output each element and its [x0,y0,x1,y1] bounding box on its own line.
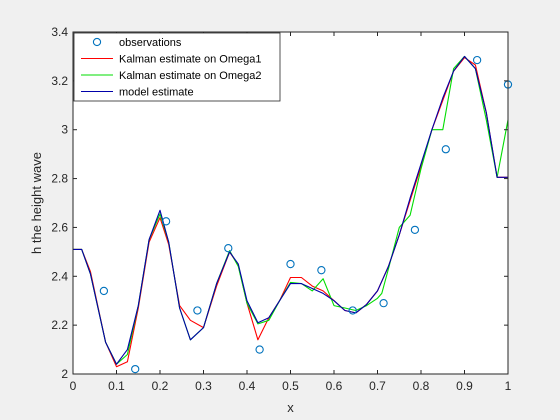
x-tick-label: 1 [505,379,512,393]
y-axis-label: h the height wave [29,152,44,254]
observation-point [255,345,264,354]
x-tick-label: 0.1 [108,379,125,393]
x-tick-label: 0 [70,379,77,393]
observation-point [99,286,109,296]
y-tick-label: 2.4 [51,269,68,283]
legend-swatch-observations [92,37,102,47]
legend-box [73,32,281,102]
x-tick-label: 0.3 [195,379,212,393]
x-axis-ticks: 0 0.1 0.2 0.3 0.4 0.5 0.6 0.7 0.8 0.9 1 [70,32,512,393]
x-axis-label: x [287,400,294,415]
x-tick-label: 0.4 [239,379,256,393]
observation-point [410,225,420,235]
observation-point [317,266,326,275]
y-tick-label: 2.8 [51,172,68,186]
observation-point [131,364,140,374]
observation-point [379,299,388,308]
legend-label-kalman-estimate-on-omega1: Kalman estimate on Omega1 [119,54,261,66]
x-tick-label: 0.9 [456,379,473,393]
legend-label-kalman-estimate-on-omega2: Kalman estimate on Omega2 [119,70,261,82]
observation-point [193,306,202,315]
observation-point [472,55,482,65]
y-tick-label: 3.2 [51,74,68,88]
x-tick-label: 0.8 [413,379,430,393]
series-lines [73,55,509,368]
series-line-model-estimate [73,55,508,365]
y-tick-label: 3 [61,123,68,137]
y-axis-ticks: 2 2.2 2.4 2.6 2.8 3 3.2 3.4 [51,25,508,381]
x-tick-label: 0.2 [152,379,169,393]
y-tick-label: 3.4 [51,25,68,39]
x-tick-label: 0.7 [369,379,386,393]
y-tick-label: 2 [61,367,68,381]
observation-point [224,244,233,253]
observation-point [161,217,171,226]
legend: observations Kalman estimate on Omega1 Kal… [73,32,281,102]
observation-point [348,306,357,315]
legend-label-model-estimate: model estimate [119,87,194,99]
y-tick-label: 2.6 [51,220,68,234]
y-tick-label: 2.2 [51,318,68,332]
observation-point [286,259,295,269]
legend-label-observations: observations [119,37,182,49]
observation-point [441,145,450,154]
x-tick-label: 0.5 [282,379,299,393]
x-tick-label: 0.6 [326,379,343,393]
